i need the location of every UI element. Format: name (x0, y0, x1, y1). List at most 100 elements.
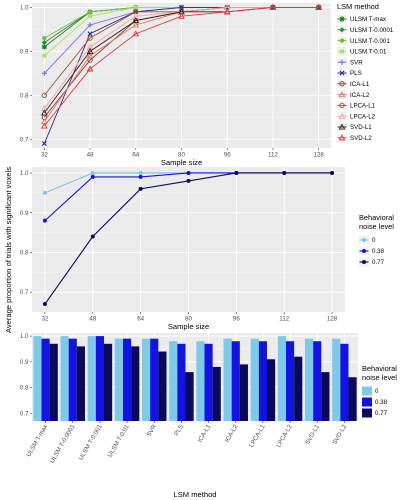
data-point-ica-l2-48 (86, 52, 94, 59)
legend-key-marker-noise-0-77 (362, 260, 366, 264)
data-point-ulsm-t-max-32 (41, 44, 47, 50)
data-point-ulsm-t-0-001-48 (87, 9, 93, 14)
data-point-ica-l2-64 (132, 21, 140, 28)
p2-x-tick-label: 112 (279, 316, 289, 323)
bar-lpca-l1-noise-0-77 (266, 359, 276, 421)
noise-point-0-32 (42, 190, 47, 195)
legend-key-marker-ulsm-t-0-01 (340, 49, 344, 54)
p3-x-tick-label-ulsm-t-0-01: ULSM T-0.01 (107, 423, 132, 458)
p3-x-tick-label-ulsm-t-max: ULSM T-max (25, 423, 50, 458)
p1-y-tick-label: 1.0 (20, 4, 29, 11)
p1-y-tick-label: 0.8 (20, 92, 29, 99)
legend-label-lpca-l2: LPCA-L2 (350, 113, 376, 120)
data-point-svd-l2-112 (269, 3, 277, 10)
noise-point-0-38-80 (186, 170, 191, 175)
p2-x-tick-label: 48 (89, 316, 96, 323)
p3-x-tick-label-lpca-l2: LPCA-L2 (275, 423, 294, 449)
noise-point-0-77-48 (90, 234, 95, 239)
p1-y-tick-label: 0.9 (20, 48, 29, 55)
bar-svr-noise-0-38 (150, 338, 159, 421)
data-point-ulsm-t-0-0001-32 (41, 39, 47, 46)
legend-key-marker-ulsm-t-0-001 (339, 38, 345, 43)
p1-x-tick-label: 80 (178, 152, 185, 159)
noise-point-0-77-128 (330, 170, 335, 175)
p2-y-tick-label: 0.9 (20, 210, 29, 217)
bar-ica-l2-noise-0 (223, 338, 232, 421)
p3-y-tick-label: 1.0 (20, 333, 29, 340)
p1-x-axis-title: Sample size (161, 158, 202, 167)
bar-pls-noise-0 (169, 341, 178, 421)
bar-ulsm-t-0-0001-noise-0-77 (76, 346, 85, 421)
legend-label-ulsm-t-0-001: ULSM T-0.001 (350, 38, 390, 45)
p1-x-tick-label: 32 (41, 152, 48, 159)
bar-ulsm-t-0-001-noise-0-77 (103, 343, 113, 421)
legend-key-marker-ulsm-t-0-0001 (339, 27, 345, 33)
noise-point-0-77-96 (234, 170, 239, 175)
data-point-ulsm-t-0-01-48 (88, 14, 93, 19)
p3-plot-background (32, 333, 358, 421)
noise-point-0-77-112 (282, 170, 287, 175)
bar-pls-noise-0-38 (177, 343, 186, 421)
p2-y-tick-label: 0.8 (20, 250, 29, 257)
data-point-pls-32 (41, 141, 47, 147)
bar-svr-noise-0 (142, 338, 151, 421)
panel-lsm-method-lines: 0.7 0.8 0.9 1.0 32 48 64 80 96 112 128 Sample size L… (20, 2, 394, 167)
data-point-svd-l2-32 (40, 122, 48, 129)
p1-x-tick-label: 112 (268, 152, 278, 159)
bar-svd-l1-noise-0 (305, 338, 314, 421)
legend-key-swatch-noise-0 (362, 386, 372, 396)
bar-ulsm-t-0-01-noise-0-38 (123, 338, 132, 421)
data-point-pls-48 (87, 31, 93, 37)
legend-label-noise-0: 0 (372, 237, 376, 244)
p3-legend-title: Behavioral noise level (362, 364, 397, 382)
p1-y-tick-label: 0.7 (20, 136, 29, 143)
p1-x-tick-label: 48 (87, 152, 94, 159)
bar-lpca-l1-noise-0-38 (258, 341, 267, 421)
p2-x-tick-label: 96 (233, 316, 240, 323)
legend-label-noise-0-38: 0.38 (372, 248, 385, 255)
legend-label-ica-l2: ICA-L2 (350, 92, 370, 99)
noise-point-0-38-48 (90, 174, 95, 179)
legend-key-marker-noise-0-38 (362, 249, 366, 253)
legend-key-marker-noise-0 (362, 238, 366, 242)
data-point-svd-l2-80 (178, 12, 185, 19)
p2-x-tick-label: 80 (185, 316, 192, 323)
p2-x-axis-title: Sample size (168, 322, 209, 331)
data-point-svd-l2-48 (86, 65, 94, 72)
p2-y-tick-label: 0.7 (20, 289, 29, 296)
legend-label-bar-noise-0-38: 0.38 (375, 399, 388, 406)
data-point-ulsm-t-0-001-32 (42, 35, 47, 41)
bar-ulsm-t-0-01-noise-0-77 (131, 346, 140, 421)
bar-ulsm-t-0-01-noise-0 (114, 338, 124, 421)
bar-ica-l2-noise-0-38 (231, 341, 240, 421)
bar-ulsm-t-max-noise-0-77 (49, 343, 58, 421)
p2-x-tick-label: 32 (41, 316, 48, 323)
bar-ulsm-t-max-noise-0-38 (41, 338, 50, 421)
legend-key-marker-pls (339, 70, 345, 76)
p2-x-tick-label: 128 (327, 316, 338, 323)
p1-x-tick-label: 64 (132, 152, 139, 159)
legend-key-marker-svd-l1 (338, 123, 346, 130)
p3-x-tick-label-ica-l1: ICA-L1 (197, 423, 213, 444)
panel-noise-lines: 0.7 0.8 0.9 1.0 32 48 64 80 96 112 128 Sample size B… (20, 167, 394, 331)
bar-svr-noise-0-77 (158, 351, 167, 421)
legend-label-svr: SVR (350, 59, 363, 66)
p3-x-tick-label-svd-l2: SVD-L2 (331, 423, 348, 446)
legend-label-pls: PLS (350, 70, 362, 77)
legend-label-noise-0-77: 0.77 (372, 259, 385, 266)
noise-point-0-38-32 (42, 218, 47, 223)
noise-point-0-38-64 (138, 174, 143, 179)
data-point-svd-l2-96 (223, 8, 231, 15)
data-point-pls-80 (179, 4, 184, 10)
p2-y-tick-label: 1.0 (20, 170, 29, 177)
data-point-svr-48 (87, 22, 93, 28)
noise-point-0-64 (138, 170, 143, 175)
data-point-lpca-l1-32 (41, 92, 47, 98)
bar-svd-l1-noise-0-77 (321, 372, 330, 421)
noise-point-0-77-32 (42, 302, 47, 307)
bar-svd-l1-noise-0-38 (313, 341, 322, 421)
bar-svd-l2-noise-0-38 (340, 343, 349, 421)
bar-lpca-l2-noise-0-77 (294, 356, 303, 421)
